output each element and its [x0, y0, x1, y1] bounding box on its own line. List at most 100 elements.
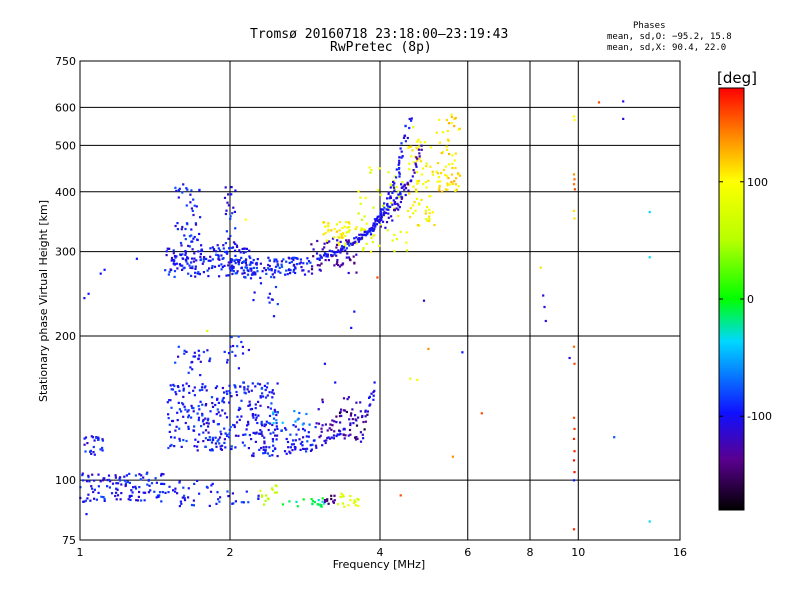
data-point — [450, 122, 453, 125]
data-point — [170, 406, 173, 409]
data-point — [195, 205, 198, 208]
data-point — [444, 165, 447, 168]
data-point — [225, 390, 228, 393]
data-point — [103, 268, 106, 271]
data-point — [247, 348, 250, 352]
data-point — [377, 189, 380, 192]
data-point — [336, 250, 339, 254]
data-point — [248, 249, 251, 252]
data-point — [357, 240, 360, 243]
data-point — [418, 224, 421, 227]
data-point — [160, 472, 163, 476]
data-point — [379, 225, 382, 228]
y-tick-label: 750 — [55, 55, 76, 68]
data-point — [285, 428, 288, 431]
data-point — [103, 499, 106, 502]
data-point — [117, 482, 120, 485]
data-point — [209, 490, 213, 493]
data-point — [427, 179, 430, 182]
data-point — [271, 389, 274, 392]
data-point — [191, 267, 194, 270]
data-point — [217, 401, 220, 404]
data-point — [355, 401, 358, 404]
data-point — [349, 242, 352, 245]
data-point — [201, 262, 204, 265]
data-point — [359, 401, 362, 404]
data-point — [346, 242, 349, 245]
data-point — [307, 431, 310, 434]
data-point — [295, 257, 298, 260]
data-point — [398, 159, 401, 162]
data-point — [398, 206, 401, 209]
data-point — [376, 217, 379, 220]
data-point — [301, 423, 304, 426]
data-point — [399, 200, 402, 204]
data-point — [187, 416, 190, 419]
data-point — [226, 361, 229, 364]
data-point — [207, 431, 210, 434]
data-point — [301, 440, 304, 444]
data-point — [379, 213, 382, 216]
phases-title: Phases — [633, 21, 666, 31]
data-point — [179, 241, 183, 245]
data-point — [177, 385, 180, 389]
data-point — [220, 263, 223, 266]
y-tick-label: 75 — [62, 534, 76, 547]
data-point — [274, 265, 278, 268]
data-point — [266, 382, 269, 385]
data-point — [354, 414, 357, 417]
data-point — [292, 439, 295, 442]
data-point — [248, 400, 251, 403]
data-point — [262, 446, 265, 449]
data-point — [362, 437, 365, 440]
data-point — [339, 233, 342, 236]
data-point — [573, 178, 576, 181]
data-point — [167, 446, 170, 450]
data-point — [317, 257, 320, 260]
data-point — [453, 180, 456, 183]
data-point — [418, 148, 421, 151]
data-point — [404, 193, 407, 197]
data-point — [196, 412, 199, 415]
data-point — [177, 355, 180, 358]
data-point — [245, 266, 249, 269]
data-point — [86, 497, 89, 500]
data-point — [201, 412, 204, 415]
data-point — [313, 439, 316, 442]
data-point — [204, 385, 207, 388]
data-point — [126, 480, 129, 484]
data-point — [360, 233, 363, 236]
data-point — [573, 427, 576, 430]
data-point — [225, 416, 229, 419]
data-point — [254, 273, 257, 276]
data-point — [323, 500, 327, 503]
data-point — [399, 193, 402, 196]
data-point — [229, 345, 232, 348]
data-point — [334, 381, 337, 384]
data-point — [242, 251, 245, 254]
data-point — [405, 231, 408, 234]
data-point — [404, 187, 408, 190]
data-point — [206, 329, 209, 332]
data-point — [367, 230, 370, 233]
data-point — [172, 249, 175, 252]
data-point — [208, 360, 211, 363]
data-point — [395, 207, 398, 210]
data-point — [116, 494, 120, 497]
data-point — [428, 218, 431, 221]
data-point — [245, 490, 248, 493]
data-point — [272, 315, 276, 318]
data-point — [215, 253, 218, 256]
plot-frame — [79, 60, 681, 541]
data-point — [136, 499, 140, 502]
data-point — [227, 436, 231, 439]
data-point — [259, 396, 262, 399]
data-point — [317, 499, 320, 502]
data-point — [355, 424, 359, 427]
data-point — [438, 118, 441, 121]
data-point — [214, 442, 217, 445]
data-point — [221, 386, 224, 390]
data-point — [198, 433, 201, 436]
data-point — [207, 438, 210, 442]
data-point — [364, 420, 367, 423]
